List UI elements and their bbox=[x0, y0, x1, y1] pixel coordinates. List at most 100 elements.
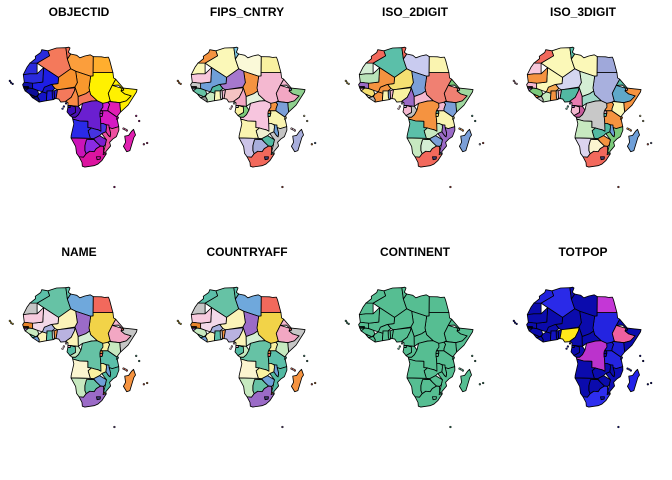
country-MWI bbox=[105, 364, 112, 378]
country-EGY bbox=[260, 56, 282, 74]
island-GNQ bbox=[568, 102, 572, 105]
country-MDG bbox=[290, 368, 304, 393]
country-NAM bbox=[406, 137, 431, 158]
country-LSO bbox=[432, 156, 437, 161]
island-SYC bbox=[471, 114, 474, 117]
country-MWI bbox=[105, 124, 112, 138]
island-MUS bbox=[650, 141, 653, 145]
island-ZAF bbox=[449, 425, 452, 429]
island-SYC bbox=[138, 359, 141, 363]
island-CPV bbox=[513, 321, 517, 324]
island-ZAF bbox=[617, 185, 620, 189]
island-COM bbox=[629, 129, 633, 132]
country-MWI bbox=[441, 124, 448, 138]
island-SYC bbox=[306, 359, 309, 363]
country-ESH bbox=[190, 62, 206, 76]
island-TZA bbox=[284, 116, 288, 119]
island-STP bbox=[229, 347, 232, 350]
island-MUS bbox=[650, 381, 653, 385]
country-ESH bbox=[22, 302, 38, 316]
island-STP bbox=[397, 347, 400, 350]
country-BFA bbox=[546, 83, 560, 94]
island-REU bbox=[478, 383, 481, 386]
panel-title-iso-2digit: ISO_2DIGIT bbox=[381, 5, 449, 19]
country-MAR bbox=[29, 49, 50, 64]
country-BDI bbox=[603, 352, 608, 358]
country-TUN bbox=[65, 46, 72, 60]
country-GMB bbox=[527, 86, 533, 88]
country-BDI bbox=[267, 112, 272, 118]
island-CPV bbox=[347, 82, 350, 86]
country-SWZ bbox=[438, 151, 442, 155]
island-REU bbox=[646, 143, 649, 146]
island-COM bbox=[293, 369, 297, 372]
country-NAM bbox=[70, 377, 95, 398]
island-GNQ bbox=[232, 342, 236, 345]
island-SYC bbox=[138, 119, 141, 123]
island-MUS bbox=[146, 141, 149, 145]
island-REU bbox=[310, 143, 313, 146]
country-NAM bbox=[574, 137, 599, 158]
island-SYC bbox=[639, 354, 642, 357]
island-STP bbox=[397, 107, 400, 110]
island-CPV bbox=[179, 322, 182, 326]
island-GNQ bbox=[400, 342, 404, 345]
country-GMB bbox=[23, 326, 29, 328]
country-LSO bbox=[264, 396, 269, 401]
island-COM bbox=[458, 367, 461, 370]
country-MAR bbox=[197, 289, 218, 304]
country-MAR bbox=[533, 49, 554, 64]
country-BFA bbox=[546, 323, 560, 334]
country-LSO bbox=[264, 156, 269, 161]
island-CPV bbox=[515, 322, 518, 326]
country-EGY bbox=[428, 56, 450, 74]
country-BFA bbox=[378, 323, 392, 334]
country-MDG bbox=[122, 128, 136, 153]
island-TZA bbox=[284, 356, 288, 359]
island-ZAF bbox=[113, 185, 116, 189]
country-GMB bbox=[527, 326, 533, 328]
panel-title-countryaff: COUNTRYAFF bbox=[206, 245, 288, 259]
island-COM bbox=[290, 127, 293, 130]
country-BFA bbox=[42, 83, 56, 94]
island-REU bbox=[142, 143, 145, 146]
country-ESH bbox=[526, 302, 542, 316]
island-TZA bbox=[116, 356, 120, 359]
country-MWI bbox=[273, 124, 280, 138]
country-SOM bbox=[119, 87, 138, 113]
country-ESH bbox=[22, 62, 38, 76]
panel-countryaff: COUNTRYAFF bbox=[168, 240, 336, 480]
island-SYC bbox=[642, 119, 645, 123]
island-MUS bbox=[314, 141, 317, 145]
country-SOM bbox=[623, 327, 642, 353]
island-COM bbox=[628, 128, 631, 131]
island-GNQ bbox=[64, 102, 68, 105]
island-COM bbox=[122, 367, 125, 370]
country-MDG bbox=[290, 128, 304, 153]
country-MDG bbox=[626, 368, 640, 393]
country-SOM bbox=[287, 327, 306, 353]
country-BDI bbox=[435, 112, 440, 118]
island-SYC bbox=[474, 119, 477, 123]
panel-title-fips-cntry: FIPS_CNTRY bbox=[209, 5, 285, 19]
country-ESH bbox=[526, 62, 542, 76]
country-BDI bbox=[99, 352, 104, 358]
country-ESH bbox=[358, 62, 374, 76]
country-SWZ bbox=[102, 391, 106, 395]
island-STP bbox=[230, 345, 233, 348]
island-CPV bbox=[347, 322, 350, 326]
island-SYC bbox=[642, 359, 645, 363]
country-MDG bbox=[122, 368, 136, 393]
country-GMB bbox=[23, 86, 29, 88]
island-CPV bbox=[11, 322, 14, 326]
country-TUN bbox=[65, 286, 72, 300]
africa-map-continent bbox=[344, 286, 486, 429]
country-SWZ bbox=[270, 391, 274, 395]
island-COM bbox=[290, 367, 293, 370]
island-STP bbox=[565, 347, 568, 350]
island-SYC bbox=[303, 354, 306, 357]
country-SOM bbox=[119, 327, 138, 353]
island-COM bbox=[626, 127, 629, 130]
country-ESH bbox=[358, 302, 374, 316]
country-BDI bbox=[267, 352, 272, 358]
